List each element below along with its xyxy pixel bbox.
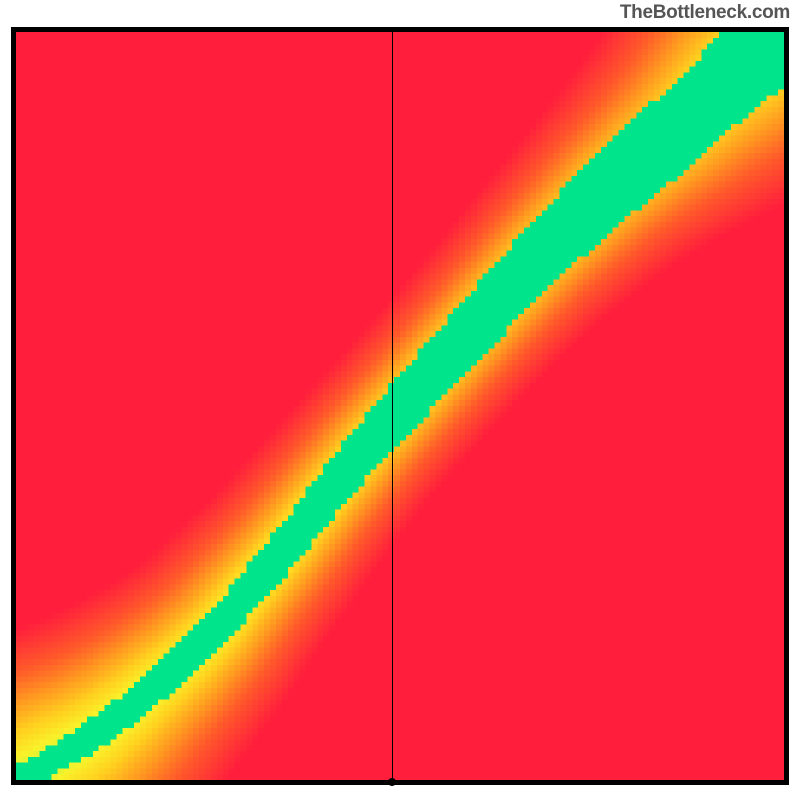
vertical-crosshair — [392, 32, 393, 780]
chart-container: TheBottleneck.com — [0, 0, 800, 800]
bottleneck-heatmap — [16, 32, 784, 780]
plot-border-top — [11, 27, 789, 32]
plot-border-left — [11, 27, 16, 785]
attribution-text: TheBottleneck.com — [620, 2, 790, 24]
plot-border-right — [784, 27, 789, 785]
plot-border-bottom — [11, 780, 789, 785]
